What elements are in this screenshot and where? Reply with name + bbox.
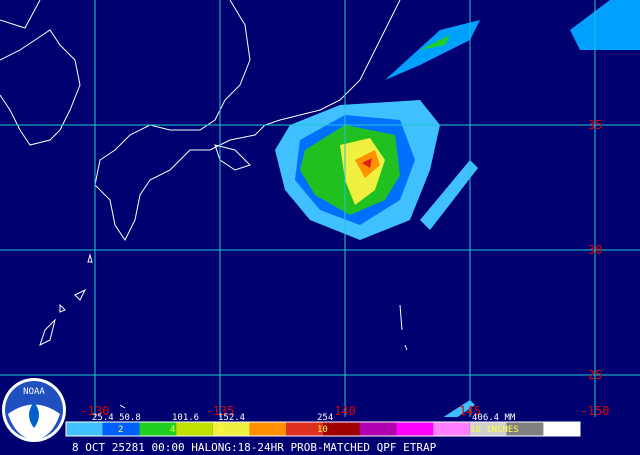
color-swatch	[66, 422, 103, 436]
precipitation	[275, 0, 640, 450]
color-swatch	[286, 422, 323, 436]
lat-label: 35	[588, 118, 602, 132]
color-swatch	[359, 422, 397, 436]
colorbar-frame	[65, 421, 581, 437]
color-swatch	[433, 422, 470, 436]
lon-label: -150	[581, 404, 610, 418]
inch-label: 2	[118, 425, 123, 435]
lon-label: 140	[334, 404, 356, 418]
colorbar	[65, 421, 581, 437]
mm-label: 152.4	[218, 413, 245, 423]
lon-label: -135	[206, 404, 235, 418]
inch-label: 4	[170, 425, 175, 435]
lon-label: -130	[81, 404, 110, 418]
mm-label: 406.4 MM	[472, 413, 516, 423]
color-swatch	[323, 422, 360, 436]
inch-label: 16 INCHES	[470, 425, 519, 435]
color-swatch	[212, 422, 250, 436]
mm-label: 101.6	[172, 413, 199, 423]
inch-label: 10	[317, 425, 328, 435]
color-swatch	[506, 422, 544, 436]
graticule	[0, 0, 640, 420]
grid-labels: 35 30 25 -130 -135 140 145 -150	[81, 118, 610, 418]
color-swatch	[396, 422, 434, 436]
mm-label: 254	[317, 413, 333, 423]
color-swatch	[469, 422, 507, 436]
lat-label: 30	[588, 243, 602, 257]
mm-label: 25.4 50.8	[92, 413, 141, 423]
color-swatch	[102, 422, 140, 436]
color-swatch	[543, 422, 580, 436]
noaa-logo: NOAA	[2, 378, 66, 442]
lat-label: 25	[588, 368, 602, 382]
color-swatch	[176, 422, 213, 436]
caption: 8 OCT 25281 00:00 HALONG:18-24HR PROB-MA…	[72, 441, 437, 454]
lon-label: 145	[459, 404, 481, 418]
logo-text: NOAA	[23, 387, 45, 397]
legend-labels: 25.4 50.8 101.6 152.4 254 406.4 MM 2 4 6 10 16 IN…	[92, 413, 519, 435]
color-swatch	[249, 422, 287, 436]
color-swatch	[139, 422, 177, 436]
inch-label: 6	[218, 425, 223, 435]
